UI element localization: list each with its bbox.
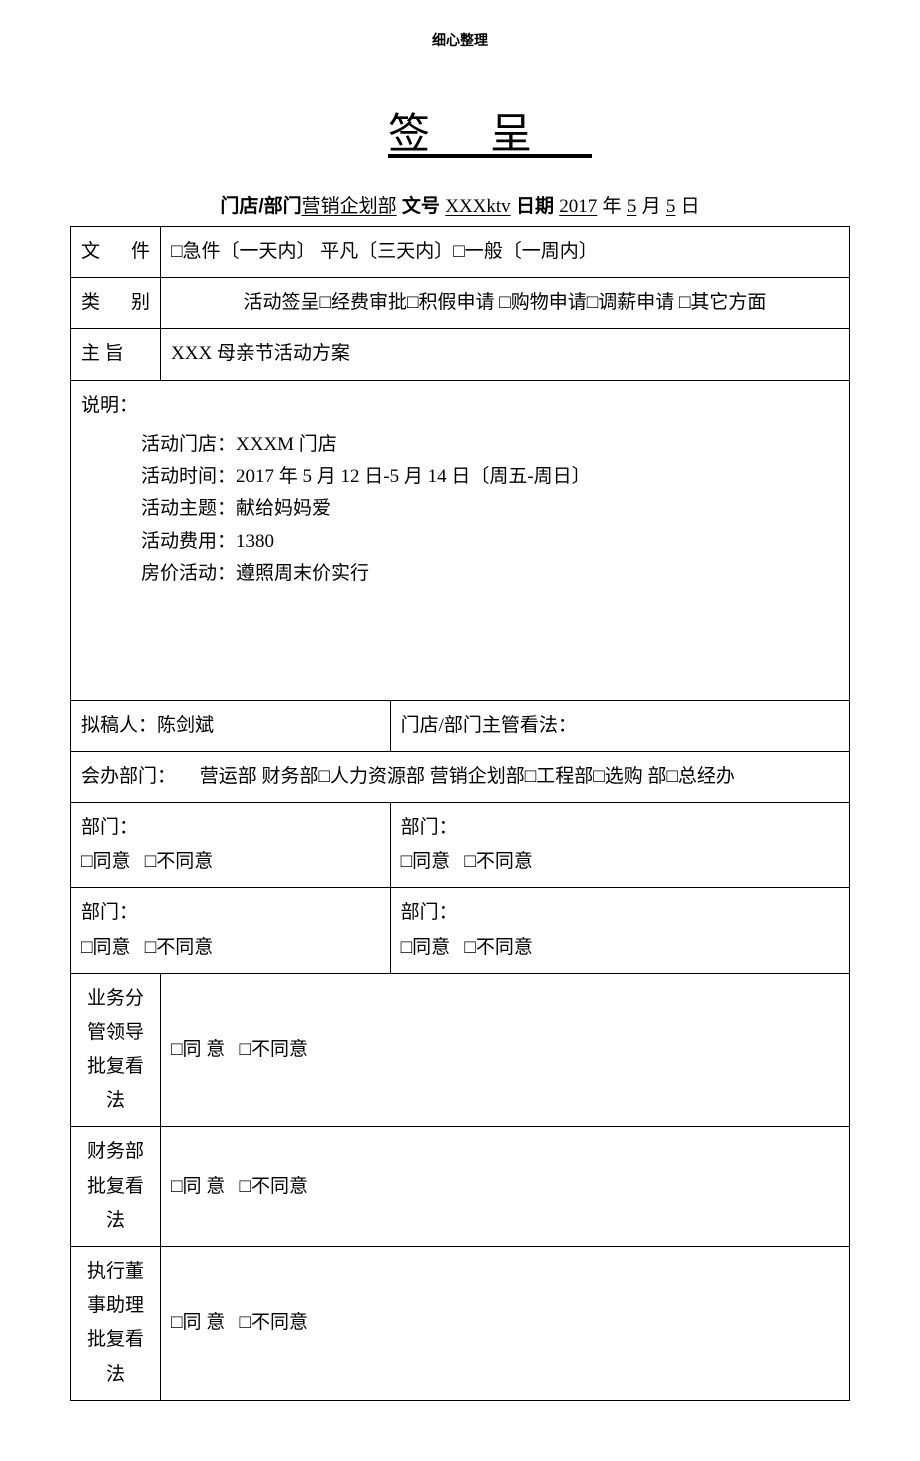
row-description: 说明： 活动门店：XXXM 门店 活动时间：2017 年 5 月 12 日-5 … — [71, 380, 850, 700]
codept-label: 会办部门： — [81, 766, 176, 787]
disagree-checkbox[interactable]: □不同意 — [145, 937, 213, 958]
date-month: 5 — [627, 196, 637, 217]
dept-label: 部门： — [81, 896, 380, 930]
disagree-checkbox[interactable]: □不同意 — [464, 851, 532, 872]
disagree-checkbox[interactable]: □不同意 — [145, 851, 213, 872]
row-approval-2: 财务部批复看法 □同 意 □不同意 — [71, 1127, 850, 1247]
type-value: 活动签呈□经费审批□积假申请 □购物申请□调薪申请 □其它方面 — [161, 278, 850, 329]
row-subject: 主 旨 XXX 母亲节活动方案 — [71, 329, 850, 380]
approval3-value: □同 意 □不同意 — [161, 1247, 850, 1401]
disagree-checkbox[interactable]: □不同意 — [239, 1039, 307, 1060]
agree-checkbox[interactable]: □同意 — [401, 851, 450, 872]
supervisor-cell: 门店/部门主管看法： — [390, 700, 849, 751]
disagree-checkbox[interactable]: □不同意 — [239, 1312, 307, 1333]
description-cell: 说明： 活动门店：XXXM 门店 活动时间：2017 年 5 月 12 日-5 … — [71, 380, 850, 700]
approval1-label: 业务分管领导批复看法 — [71, 973, 161, 1127]
page-header-small: 细心整理 — [70, 30, 850, 50]
document-title: 签呈 — [70, 100, 850, 161]
approval2-label: 财务部批复看法 — [71, 1127, 161, 1247]
desc-label: 说明： — [81, 389, 839, 423]
row-type: 类别 活动签呈□经费审批□积假申请 □购物申请□调薪申请 □其它方面 — [71, 278, 850, 329]
drafter-value: 陈剑斌 — [157, 715, 214, 736]
date-year: 2017 — [559, 196, 597, 217]
subject-label: 主 旨 — [71, 329, 161, 380]
dept-cell-3: 部门： □同意 □不同意 — [71, 888, 391, 973]
desc-line: 活动主题：献给妈妈爱 — [141, 493, 839, 525]
date-day: 5 — [666, 196, 676, 217]
dept-cell-2: 部门： □同意 □不同意 — [390, 802, 849, 887]
row-codept: 会办部门： 营运部 财务部□人力资源部 营销企划部□工程部□选购 部□总经办 — [71, 751, 850, 802]
dept-label: 部门： — [401, 811, 839, 845]
row-approval-1: 业务分管领导批复看法 □同 意 □不同意 — [71, 973, 850, 1127]
meta-line: 门店/部门营销企划部 文号 XXXktv 日期 2017 年 5 月 5 日 — [70, 191, 850, 218]
subject-value: XXX 母亲节活动方案 — [161, 329, 850, 380]
dept-cell-1: 部门： □同意 □不同意 — [71, 802, 391, 887]
codept-value: 营运部 财务部□人力资源部 营销企划部□工程部□选购 部□总经办 — [200, 766, 735, 787]
agree-checkbox[interactable]: □同 意 — [171, 1312, 225, 1333]
agree-checkbox[interactable]: □同意 — [401, 937, 450, 958]
desc-body: 活动门店：XXXM 门店 活动时间：2017 年 5 月 12 日-5 月 14… — [81, 423, 839, 590]
row-approval-3: 执行董事助理批复看法 □同 意 □不同意 — [71, 1247, 850, 1401]
agree-checkbox[interactable]: □同 意 — [171, 1176, 225, 1197]
date-label: 日期 — [516, 196, 554, 217]
desc-line: 活动时间：2017 年 5 月 12 日-5 月 14 日〔周五-周日〕 — [141, 461, 839, 493]
store-value: 营销企划部 — [302, 196, 397, 217]
dept-cell-4: 部门： □同意 □不同意 — [390, 888, 849, 973]
approval1-value: □同 意 □不同意 — [161, 973, 850, 1127]
row-dept-1: 部门： □同意 □不同意 部门： □同意 □不同意 — [71, 802, 850, 887]
row-dept-2: 部门： □同意 □不同意 部门： □同意 □不同意 — [71, 888, 850, 973]
drafter-cell: 拟稿人：陈剑斌 — [71, 700, 391, 751]
agree-checkbox[interactable]: □同意 — [81, 851, 130, 872]
desc-line: 活动门店：XXXM 门店 — [141, 429, 839, 461]
row-file: 文件 □急件〔一天内〕 平凡〔三天内〕□一般〔一周内〕 — [71, 227, 850, 278]
store-label: 门店/部门 — [220, 196, 301, 217]
type-label: 类别 — [71, 278, 161, 329]
disagree-checkbox[interactable]: □不同意 — [464, 937, 532, 958]
dept-label: 部门： — [401, 896, 839, 930]
dept-label: 部门： — [81, 811, 380, 845]
docnum-label: 文号 — [402, 196, 440, 217]
desc-line: 活动费用：1380 — [141, 526, 839, 558]
row-drafter: 拟稿人：陈剑斌 门店/部门主管看法： — [71, 700, 850, 751]
form-table: 文件 □急件〔一天内〕 平凡〔三天内〕□一般〔一周内〕 类别 活动签呈□经费审批… — [70, 226, 850, 1401]
agree-checkbox[interactable]: □同 意 — [171, 1039, 225, 1060]
codept-cell: 会办部门： 营运部 财务部□人力资源部 营销企划部□工程部□选购 部□总经办 — [71, 751, 850, 802]
disagree-checkbox[interactable]: □不同意 — [239, 1176, 307, 1197]
file-label: 文件 — [71, 227, 161, 278]
approval3-label: 执行董事助理批复看法 — [71, 1247, 161, 1401]
desc-line: 房价活动：遵照周末价实行 — [141, 558, 839, 590]
drafter-label: 拟稿人： — [81, 715, 157, 736]
approval2-value: □同 意 □不同意 — [161, 1127, 850, 1247]
file-value: □急件〔一天内〕 平凡〔三天内〕□一般〔一周内〕 — [161, 227, 850, 278]
agree-checkbox[interactable]: □同意 — [81, 937, 130, 958]
docnum-value: XXXktv — [445, 196, 510, 217]
